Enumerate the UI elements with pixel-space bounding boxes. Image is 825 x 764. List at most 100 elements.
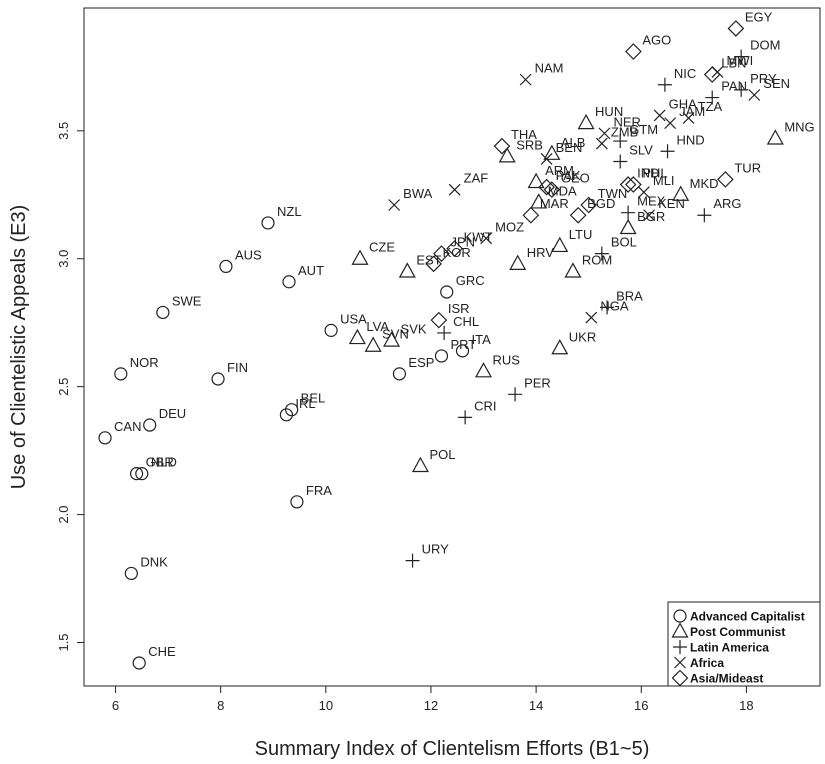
point-label: IND — [637, 166, 659, 181]
point-label: PAN — [721, 79, 747, 94]
point-label: PAK — [556, 168, 581, 183]
point-label: AUT — [298, 263, 324, 278]
point-label: DNK — [140, 554, 168, 569]
x-tick-label: 8 — [217, 698, 224, 713]
data-point: EGY — [727, 9, 773, 37]
point-label: KEN — [658, 196, 685, 211]
point-marker — [348, 328, 366, 345]
data-point: CZE — [351, 240, 395, 265]
data-point: NER — [598, 114, 641, 140]
data-point: TWN — [580, 186, 628, 214]
data-point: LBN — [703, 56, 747, 83]
x-tick-label: 16 — [634, 698, 648, 713]
data-point: TZA — [682, 99, 722, 124]
point-label: AGO — [642, 32, 671, 47]
data-point: BEL — [285, 391, 325, 417]
data-point: GHA — [653, 96, 697, 122]
point-marker — [625, 176, 642, 193]
point-label: SLV — [629, 143, 653, 158]
point-marker — [569, 206, 587, 224]
point-marker — [351, 249, 369, 265]
point-label: USA — [340, 311, 367, 326]
data-points: CHEDNKCANDEUGBRNLDNORSWEFINAUSNZLAUTBELI… — [98, 9, 815, 670]
point-label: ITA — [472, 332, 492, 347]
legend-marker — [674, 656, 686, 669]
data-point: RUS — [475, 352, 521, 378]
data-point: ITA — [455, 332, 492, 358]
point-marker — [527, 172, 545, 189]
point-marker — [290, 495, 304, 509]
point-marker — [551, 236, 569, 253]
point-marker — [324, 323, 338, 337]
point-label: NER — [613, 114, 640, 129]
point-label: ARM — [545, 163, 574, 178]
point-label: BGD — [587, 196, 615, 211]
data-point: ARG — [697, 196, 742, 223]
point-label: MEX — [637, 194, 666, 209]
point-label: NGA — [600, 299, 629, 314]
point-marker — [577, 113, 595, 130]
legend-box — [667, 601, 821, 687]
point-marker — [440, 285, 454, 299]
point-marker — [682, 112, 695, 124]
point-label: TUR — [734, 160, 761, 175]
point-label: NOR — [130, 355, 159, 370]
point-marker — [448, 183, 461, 196]
point-label: MKD — [690, 176, 719, 191]
point-marker — [766, 129, 784, 145]
legend-entry: Post Communist — [690, 625, 785, 639]
y-tick-label: 1.5 — [56, 633, 71, 651]
point-label: SEN — [763, 76, 790, 91]
point-label: KWT — [464, 229, 493, 244]
point-marker — [703, 66, 721, 83]
point-marker — [279, 408, 293, 422]
point-marker — [455, 344, 470, 358]
legend-marker — [673, 640, 687, 654]
data-point: BRA — [600, 288, 643, 315]
point-label: SWE — [172, 293, 202, 308]
data-point: ROM — [564, 253, 612, 278]
point-label: RUS — [493, 352, 521, 367]
data-point: HRV — [509, 245, 554, 270]
point-marker — [508, 387, 523, 402]
point-marker — [600, 300, 615, 315]
data-point: GRC — [440, 273, 485, 299]
data-point: MLI — [637, 173, 675, 199]
point-marker — [405, 553, 420, 568]
point-marker — [653, 109, 666, 122]
x-tick-label: 10 — [319, 698, 333, 713]
data-point: CHE — [132, 644, 176, 670]
data-point: BGD — [569, 196, 615, 224]
point-marker — [637, 186, 650, 199]
point-label: CRI — [474, 398, 496, 413]
point-label: MAR — [540, 196, 569, 211]
point-marker — [697, 208, 712, 223]
data-point: GBR — [129, 455, 174, 481]
data-point: SVK — [383, 322, 427, 347]
point-marker — [613, 134, 628, 149]
point-label: NZL — [277, 204, 302, 219]
point-label: ZMB — [611, 125, 638, 140]
point-marker — [493, 137, 511, 155]
data-point: SLV — [613, 143, 653, 169]
data-point: IRL — [279, 396, 316, 422]
point-marker — [124, 566, 138, 581]
point-label: PER — [524, 375, 551, 390]
point-marker — [657, 77, 672, 92]
point-label: JPN — [450, 235, 475, 250]
data-point: POL — [411, 447, 455, 473]
data-point: KEN — [643, 196, 685, 222]
point-label: TWN — [598, 186, 628, 201]
legend-entry: Africa — [690, 656, 724, 670]
data-point: URY — [405, 542, 449, 568]
data-point: MOZ — [480, 219, 524, 245]
data-point: ALB — [543, 135, 585, 160]
point-marker — [748, 89, 761, 101]
data-point: BOL — [594, 235, 637, 261]
data-point: SRB — [498, 137, 543, 163]
data-point: BEN — [540, 140, 582, 165]
data-point: LVA — [348, 319, 389, 345]
point-label: CHE — [148, 644, 176, 659]
point-label: GBR — [146, 455, 174, 470]
